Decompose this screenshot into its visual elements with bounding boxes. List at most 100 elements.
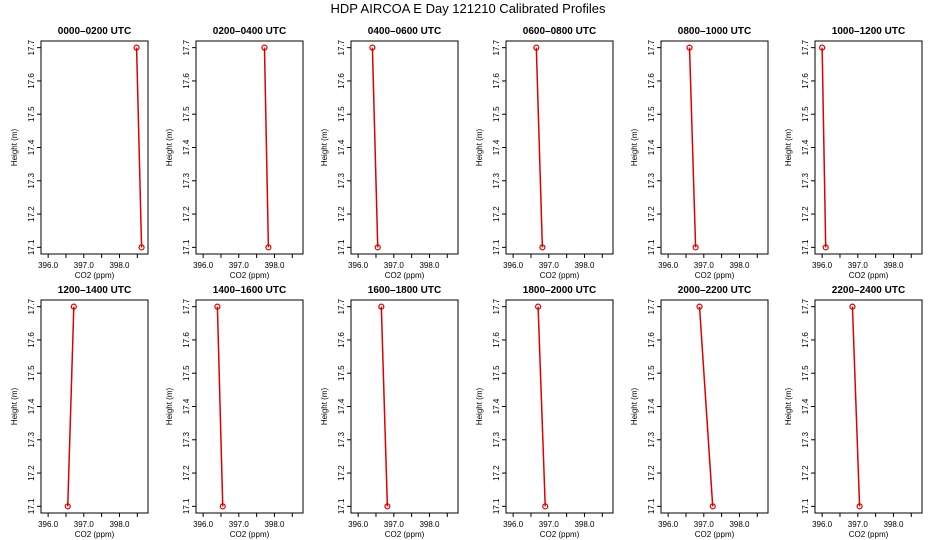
panel-title: 0600–0800 UTC [523, 26, 596, 37]
y-tick-label: 17.5 [647, 365, 656, 381]
y-tick-label: 17.3 [647, 172, 656, 188]
y-tick-label: 17.7 [337, 39, 346, 55]
x-tick-label: 396.0 [38, 261, 59, 270]
profile-line [263, 47, 270, 248]
y-tick-label: 17.7 [27, 39, 36, 55]
y-tick-label: 17.5 [337, 365, 346, 381]
plot-frame [505, 299, 614, 514]
y-tick-label: 17.6 [801, 73, 810, 89]
panel-title: 0200–0400 UTC [213, 26, 286, 37]
y-tick-label: 17.2 [27, 206, 36, 222]
plot-frame [40, 40, 149, 255]
x-tick-label: 398.0 [109, 261, 130, 270]
y-tick-label: 17.7 [182, 298, 191, 314]
y-axis-label: Height (m) [320, 128, 329, 166]
y-tick-label: 17.5 [801, 106, 810, 122]
data-point [265, 244, 272, 251]
y-tick-label: 17.6 [647, 73, 656, 89]
profile-line [537, 306, 546, 507]
y-tick-label: 17.5 [182, 365, 191, 381]
y-tick-label: 17.4 [647, 139, 656, 155]
x-tick-label: 397.0 [848, 520, 869, 529]
data-point [856, 503, 863, 510]
y-tick-label: 17.3 [801, 431, 810, 447]
panel-title: 1000–1200 UTC [832, 26, 905, 37]
y-tick-label: 17.3 [182, 172, 191, 188]
y-tick-label: 17.3 [492, 172, 501, 188]
x-tick-label: 398.0 [729, 261, 750, 270]
y-tick-label: 17.7 [492, 39, 501, 55]
plot-frame [505, 40, 614, 255]
x-axis-label: CO2 (ppm) [849, 530, 889, 539]
x-tick-label: 396.0 [193, 520, 214, 529]
data-point [849, 303, 856, 310]
y-tick-label: 17.4 [801, 398, 810, 414]
x-axis-label: CO2 (ppm) [540, 271, 580, 280]
x-tick-label: 396.0 [812, 261, 833, 270]
panel-title: 0400–0600 UTC [368, 26, 441, 37]
x-tick-label: 397.0 [229, 520, 250, 529]
data-point [374, 244, 381, 251]
x-tick-label: 398.0 [419, 261, 440, 270]
x-tick-label: 396.0 [812, 520, 833, 529]
y-tick-label: 17.6 [27, 332, 36, 348]
plot-frame [350, 299, 459, 514]
panel-title: 0800–1000 UTC [678, 26, 751, 37]
plot-frame [660, 40, 769, 255]
data-point [70, 303, 77, 310]
panel-title: 0000–0200 UTC [58, 26, 131, 37]
data-point [378, 303, 385, 310]
x-tick-label: 398.0 [109, 520, 130, 529]
y-tick-label: 17.6 [647, 332, 656, 348]
y-tick-label: 17.5 [337, 106, 346, 122]
x-tick-label: 398.0 [574, 520, 595, 529]
profile-line [371, 47, 379, 248]
x-tick-label: 397.0 [848, 261, 869, 270]
x-tick-label: 396.0 [503, 520, 524, 529]
y-tick-label: 17.2 [337, 465, 346, 481]
y-tick-label: 17.2 [647, 465, 656, 481]
data-point [214, 303, 221, 310]
y-tick-label: 17.2 [492, 465, 501, 481]
y-tick-label: 17.2 [801, 206, 810, 222]
y-tick-label: 17.3 [337, 172, 346, 188]
panel-title: 2200–2400 UTC [832, 285, 905, 296]
y-tick-label: 17.7 [337, 298, 346, 314]
data-point [261, 44, 268, 51]
y-axis-label: Height (m) [10, 387, 19, 425]
profile-line [535, 47, 544, 248]
y-tick-label: 17.2 [801, 465, 810, 481]
y-tick-label: 17.4 [182, 398, 191, 414]
plot-frame [814, 40, 923, 255]
y-axis-label: Height (m) [165, 128, 174, 166]
data-point [369, 44, 376, 51]
data-point [533, 44, 540, 51]
y-tick-label: 17.6 [492, 73, 501, 89]
profile-line [698, 306, 714, 507]
y-tick-label: 17.7 [27, 298, 36, 314]
y-tick-label: 17.4 [182, 139, 191, 155]
y-tick-label: 17.2 [182, 206, 191, 222]
y-tick-label: 17.6 [801, 332, 810, 348]
x-axis-label: CO2 (ppm) [695, 271, 735, 280]
data-point [64, 503, 71, 510]
y-tick-label: 17.2 [182, 465, 191, 481]
x-tick-label: 397.0 [74, 261, 95, 270]
y-tick-label: 17.1 [182, 498, 191, 514]
y-tick-label: 17.2 [492, 206, 501, 222]
y-axis-label: Height (m) [630, 387, 639, 425]
x-tick-label: 397.0 [694, 261, 715, 270]
profile-line [67, 306, 75, 507]
y-tick-label: 17.3 [27, 431, 36, 447]
x-tick-label: 396.0 [503, 261, 524, 270]
y-tick-label: 17.3 [801, 172, 810, 188]
data-point [686, 44, 693, 51]
x-axis-label: CO2 (ppm) [695, 530, 735, 539]
x-tick-label: 397.0 [74, 520, 95, 529]
data-point [542, 503, 549, 510]
profile-line [821, 47, 827, 248]
data-point [133, 44, 140, 51]
x-tick-label: 397.0 [229, 261, 250, 270]
x-axis-label: CO2 (ppm) [75, 271, 115, 280]
